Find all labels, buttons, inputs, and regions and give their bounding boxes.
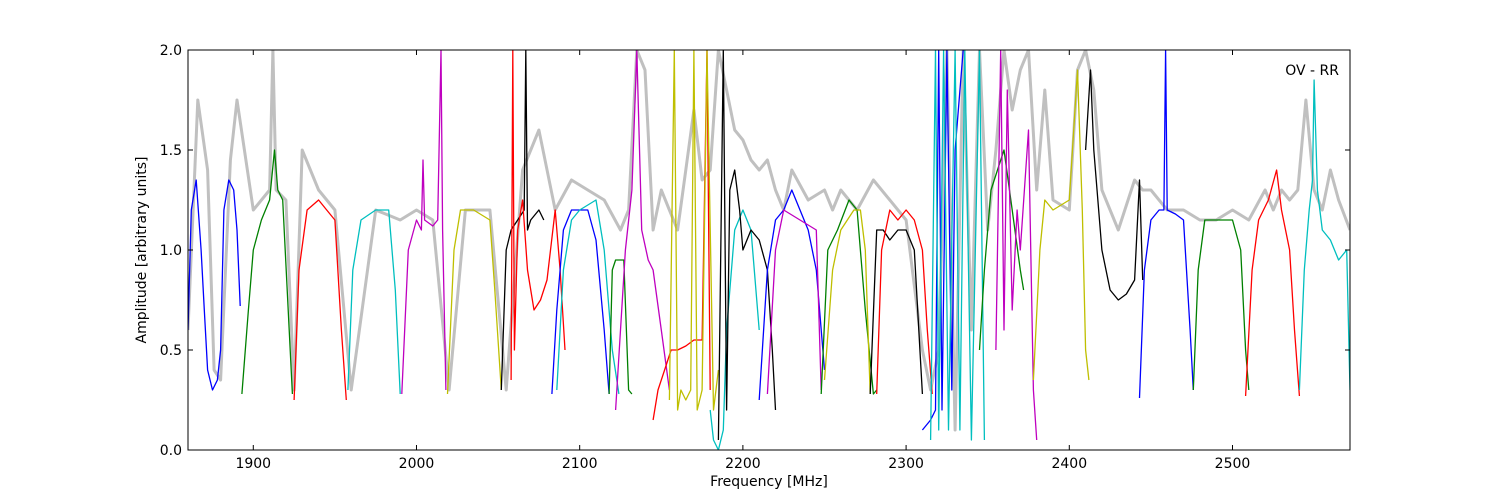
series-line-12 [614,50,671,411]
series-line-24 [929,50,986,441]
x-tick-label: 2100 [562,456,598,472]
series-line-30 [1192,219,1250,391]
series-line-17 [758,189,826,401]
y-tick-label: 0.5 [160,343,182,359]
series-line-3 [293,199,347,401]
series-line-28 [1084,69,1144,301]
x-tick-label: 2500 [1215,456,1251,472]
x-axis-label: Frequency [MHz] [710,474,828,490]
x-axis-ticks: 1900 2000 2100 2200 2300 2400 2500 [235,50,1250,472]
x-tick-label: 2000 [399,456,435,472]
series-line-18 [766,209,822,395]
series-line-1 [188,179,241,391]
y-axis-label: Amplitude [arbitrary units] [134,157,150,344]
series-line-15 [709,209,760,450]
series-line-8 [510,50,566,381]
series-line-32 [1298,79,1350,391]
series-line-4 [347,209,401,395]
series-line-23 [921,50,964,431]
y-tick-label: 2.0 [160,43,182,59]
series-line-14 [668,50,720,411]
series-line-5 [401,50,447,395]
series-line-7 [500,50,545,391]
x-tick-label: 1900 [235,456,271,472]
x-tick-label: 2400 [1051,456,1087,472]
series-line-2 [241,149,294,395]
series-line-31 [1244,169,1301,397]
x-tick-label: 2200 [725,456,761,472]
y-tick-label: 0.0 [160,443,182,459]
plot-area [188,50,1350,450]
y-axis-ticks: 0.0 0.5 1.0 1.5 2.0 [160,43,1350,459]
series-line-20 [823,209,871,395]
y-tick-label: 1.0 [160,243,182,259]
y-tick-label: 1.5 [160,143,182,159]
series-line-11 [608,259,633,395]
chart-annotation: OV - RR [1285,63,1339,79]
series-line-26 [995,50,1038,441]
series-line-6 [446,209,502,395]
series-line-19 [820,199,878,395]
series-line-21 [869,229,924,395]
series-line-27 [1032,69,1090,381]
series-line-25 [978,149,1025,351]
series-line-29 [1138,50,1194,399]
series-line-22 [876,209,933,395]
series-line-16 [717,50,777,441]
x-tick-label: 2300 [888,456,924,472]
